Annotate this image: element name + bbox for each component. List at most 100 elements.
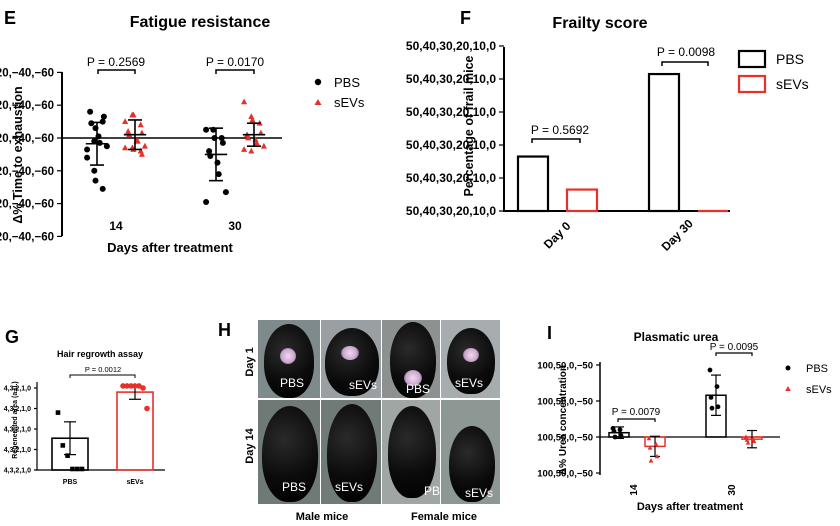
tag-male-sevs-day14: sEVs: [335, 480, 364, 494]
hair-xtick-pbs: PBS: [63, 479, 78, 486]
h-col-label-female: Female mice: [411, 511, 477, 523]
photo-male-sevs-day14: sEVs: [321, 400, 381, 504]
sevs-point: [130, 111, 137, 118]
urea-xlabel: Days after treatment: [637, 501, 744, 513]
hair-xtick-sevs: sEVs: [126, 479, 143, 486]
ytick-label: 100,50,0,−50: [537, 396, 593, 407]
ytick-label: 50,40,30,20,10,0: [406, 105, 496, 119]
pbs-point: [60, 443, 66, 448]
sevs-bar: [116, 391, 154, 471]
ytick-label: 4,3,2,1,0: [4, 406, 31, 413]
sevs-point: [120, 383, 126, 389]
sevs-point: [137, 147, 144, 154]
fatigue-xtick-14: 14: [109, 219, 123, 233]
pbs-point: [70, 466, 75, 472]
frailty-legend-sevs-swatch: [737, 74, 767, 94]
panel-e: E Fatigue resistance Δ% Time to exhausti…: [0, 8, 365, 255]
sevs-point: [138, 151, 145, 157]
ytick-label: 100,50,0,−50: [537, 360, 593, 371]
ytick-label: 4,3,2,1,0: [4, 447, 31, 454]
urea-legend-sevs: sEVs: [806, 384, 832, 396]
pbs-point: [219, 139, 226, 146]
sevs-point: [245, 134, 252, 141]
sevs-point: [122, 144, 129, 151]
pbs-point: [84, 146, 91, 153]
frailty-title: Frailty score: [552, 15, 647, 32]
pbs-point: [612, 434, 618, 440]
fatigue-legend-sevs: sEVs: [334, 95, 365, 110]
ytick-label: 50,40,30,20,10,0: [406, 72, 496, 86]
frailty-legend-sevs: sEVs: [776, 76, 809, 92]
sevs-point: [654, 453, 660, 459]
urea-legend-pbs: PBS: [806, 363, 828, 375]
ytick-label: 50,40,30,20,10,0: [406, 39, 496, 53]
urea-p-30: P = 0.0095: [710, 342, 759, 353]
ytick-label: 50,40,30,20,10,0: [406, 171, 496, 185]
pbs-bar: [647, 72, 681, 213]
pbs-point: [103, 143, 110, 150]
pbs-point: [92, 177, 99, 184]
pbs-point: [74, 466, 80, 472]
mouse-photo-grid: PBS sEVs PBS sEVs PBS sEVs PBS sEVs: [258, 320, 500, 504]
fatigue-brackets: [97, 69, 255, 74]
fatigue-yticks: 40,20,0,−20,−40,−60 40,20,0,−20,−40,−60 40…: [0, 67, 62, 243]
panel-letter-h: H: [218, 320, 231, 340]
pbs-point: [215, 171, 222, 178]
tag-female-sevs-day14: sEVs: [465, 486, 494, 500]
hair-p: P = 0.0012: [85, 365, 121, 374]
panel-g: G Hair regrowth assay Regenerated area (…: [4, 327, 165, 486]
pbs-point: [84, 154, 91, 161]
pbs-point: [55, 410, 61, 415]
sevs-point: [653, 441, 659, 447]
ytick-label: 40,20,0,−20,−40,−60: [0, 67, 54, 79]
sevs-point: [260, 142, 267, 149]
fatigue-points: [84, 98, 267, 205]
ytick-label: 100,50,0,−50: [537, 432, 593, 443]
sevs-point: [751, 438, 757, 444]
pbs-point: [709, 405, 715, 411]
panel-h: H Day 1 Day 14 Male mice Female mice: [218, 320, 477, 523]
pbs-point: [714, 384, 720, 389]
frailty-bars: [516, 72, 728, 213]
sevs-point: [140, 385, 146, 391]
ytick-label: 4,3,2,1,0: [4, 426, 31, 433]
pbs-point: [222, 189, 229, 196]
panel-f: F Frailty score Percentage of frail mice…: [406, 8, 809, 254]
tag-female-sevs-day1: sEVs: [455, 376, 484, 390]
hair-bracket: [69, 374, 136, 378]
tag-female-pbs-day1: PBS: [406, 382, 431, 396]
tag-male-pbs-day14: PBS: [282, 480, 307, 494]
frailty-legend-pbs-swatch: [737, 49, 767, 69]
sevs-point: [249, 116, 256, 123]
ytick-label: 4,3,2,1,0: [4, 467, 31, 474]
tag-male-pbs-day1: PBS: [280, 376, 305, 390]
frailty-xtick-day30: Day 30: [659, 216, 696, 253]
frailty-brackets: [531, 61, 709, 143]
pbs-bar: [516, 155, 550, 213]
sevs-point: [122, 118, 129, 124]
h-col-label-male: Male mice: [296, 511, 349, 523]
sevs-point: [144, 405, 150, 412]
urea-ylabel: Δ% Urea concentration: [558, 365, 569, 475]
ytick-label: 4,3,2,1,0: [4, 385, 31, 392]
frailty-p-day0: P = 0.5692: [531, 123, 589, 137]
pbs-point: [618, 433, 624, 438]
urea-title: Plasmatic urea: [634, 330, 719, 344]
sevs-point: [248, 113, 255, 120]
panel-letter-e: E: [4, 8, 16, 28]
photo-female-pbs-day1: PBS: [382, 320, 440, 398]
ytick-label: 50,40,30,20,10,0: [406, 204, 496, 218]
ytick-label: 100,50,0,−50: [537, 468, 593, 479]
fatigue-legend-pbs-marker: [314, 78, 322, 86]
urea-brackets: [617, 352, 753, 422]
photo-female-pbs-day14: PBS: [382, 400, 440, 504]
photo-female-sevs-day14: sEVs: [441, 400, 500, 504]
sevs-point: [141, 142, 148, 149]
pbs-point: [707, 367, 713, 373]
urea-bars: [608, 367, 763, 463]
tag-female-pbs-day14: PBS: [424, 484, 440, 498]
pbs-point: [79, 466, 85, 472]
urea-yticks: 100,50,0,−50 100,50,0,−50 100,50,0,−50 100,…: [537, 360, 600, 479]
sevs-point: [241, 98, 248, 105]
